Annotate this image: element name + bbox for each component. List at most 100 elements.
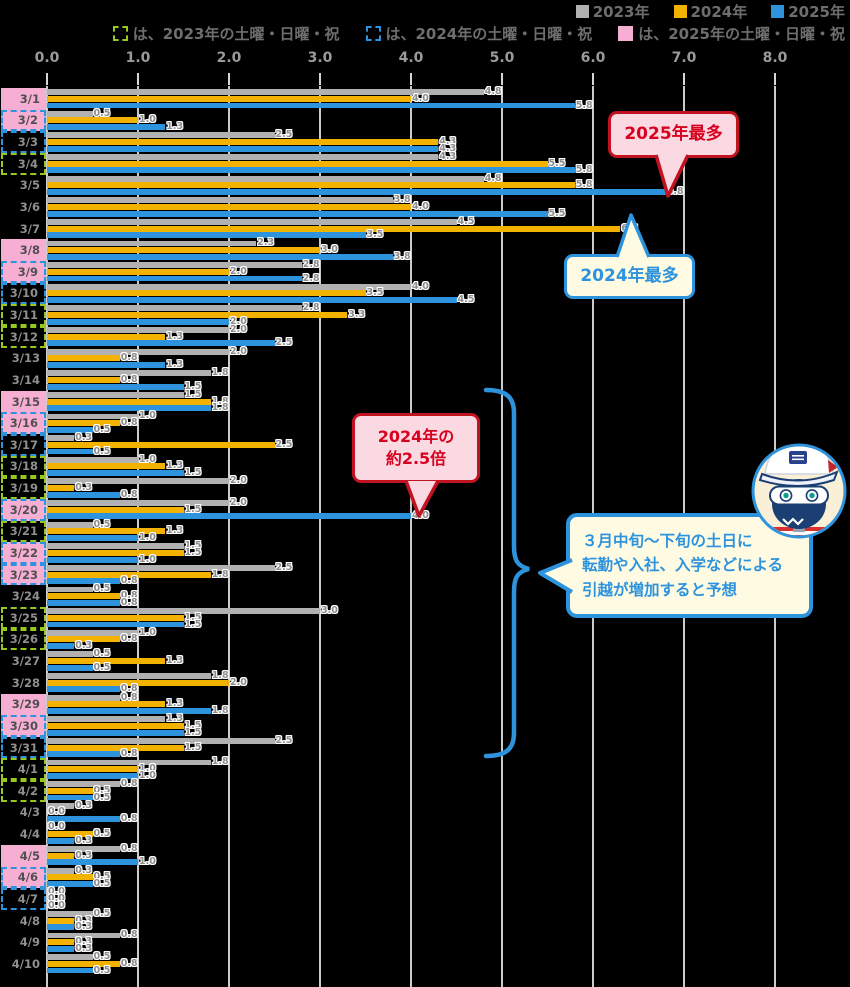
date-label: 3/31 <box>1 736 46 759</box>
bar-2025年: 6.8 <box>47 187 684 196</box>
date-label: 3/22 <box>1 542 46 564</box>
bar-2023年: 0.5 <box>47 952 110 961</box>
bar-2025年: 0.3 <box>47 922 92 931</box>
chart-row-3/12: 3/12 2.0 1.3 2.5 <box>1 325 850 348</box>
bar-group: 1.8 0.8 1.5 <box>46 368 850 391</box>
weekend-legend-label: は、2024年の土曜・日曜・祝 <box>385 25 593 43</box>
bar-2023年: 0.5 <box>47 109 110 118</box>
chart-row-3/5: 3/5 4.8 5.8 6.8 <box>1 174 850 197</box>
bar-value-label: 1.8 <box>211 756 229 768</box>
bar-group: 4.0 3.5 4.5 <box>46 282 850 305</box>
bar-value-label: 0.8 <box>120 373 138 385</box>
bar-2025年: 1.5 <box>47 620 201 629</box>
bar-group: 4.8 4.0 5.8 <box>46 87 850 110</box>
bar-2024年: 5.8 <box>47 180 593 189</box>
bar-2023年: 2.0 <box>47 347 247 356</box>
bar-value-label: 0.5 <box>93 907 111 919</box>
bar-value-label: 0.3 <box>75 864 93 876</box>
bar-value-label: 0.3 <box>75 799 93 811</box>
bar-value-label: 1.3 <box>166 460 184 472</box>
bar-value-label: 1.8 <box>211 568 229 580</box>
weekend-legend-item: は、2025年の土曜・日曜・祝 <box>618 23 845 44</box>
date-label: 3/20 <box>1 498 46 521</box>
bar-value-label: 2.8 <box>302 259 320 271</box>
date-label: 4/4 <box>19 827 40 842</box>
chart-row-3/7: 3/7 4.5 6.3 3.5 <box>1 217 850 240</box>
bar-group: 4.8 5.8 6.8 <box>46 174 850 197</box>
chart-row-4/10: 4/10 0.5 0.8 0.5 <box>1 952 850 975</box>
bar-2023年: 0.5 <box>47 909 110 918</box>
bar-value-label: 0.0 <box>48 886 65 898</box>
bar-2024年: 1.5 <box>47 613 201 622</box>
axis-tick-label: 4.0 <box>398 50 424 66</box>
chart-row-3/13: 3/13 2.0 0.8 1.3 <box>1 347 850 370</box>
bar-value-label: 0.5 <box>93 648 111 660</box>
chart-row-3/19: 3/19 2.0 0.3 0.8 <box>1 476 850 499</box>
axis-tick-label: 0.0 <box>34 50 60 66</box>
gridline <box>410 86 412 987</box>
date-label: 3/7 <box>19 221 40 236</box>
bar-rows: 3/1 4.8 4.0 5.8 3/2 0.5 1.0 1.3 3/3 2.5 4.3 4.3 3/4 4… <box>1 87 850 975</box>
bar-value-label: 0.5 <box>93 661 111 673</box>
green-dashed-box-icon <box>112 26 128 41</box>
bar-group: 1.5 1.5 1.0 <box>46 540 850 564</box>
bar-value-label: 6.3 <box>621 222 639 234</box>
bar-2024年: 0.5 <box>47 829 110 838</box>
legend-swatch-icon <box>673 5 687 18</box>
bar-group: 2.0 0.3 0.8 <box>46 476 850 499</box>
bar-value-label: 0.8 <box>120 957 138 969</box>
bar-value-label: 1.8 <box>211 705 229 717</box>
date-label: 3/19 <box>1 477 46 499</box>
chart-row-3/31: 3/31 2.5 1.5 0.8 <box>1 736 850 759</box>
date-label: 4/8 <box>19 913 40 928</box>
callout-ratio-line2: 約2.5倍 <box>385 449 447 468</box>
bar-value-label: 1.3 <box>166 525 184 537</box>
chart-row-3/16: 3/16 1.0 0.8 0.5 <box>1 412 850 434</box>
bar-value-label: 1.8 <box>211 395 229 407</box>
bar-value-label: 1.5 <box>184 726 202 738</box>
bar-value-label: 1.0 <box>139 532 156 544</box>
bar-group: 0.8 0.3 0.3 <box>46 931 850 953</box>
bar-value-label: 0.3 <box>75 834 93 846</box>
bar-group: 1.5 1.8 1.8 <box>46 390 850 413</box>
bar-2025年: 0.8 <box>47 749 138 758</box>
date-label: 3/15 <box>1 390 46 413</box>
bar-2023年: 2.5 <box>47 563 292 572</box>
bar-2025年: 0.3 <box>47 836 92 845</box>
axis-tick-label: 1.0 <box>125 50 151 66</box>
axis-tick-mark <box>46 73 48 85</box>
bar-value-label: 1.5 <box>184 540 202 552</box>
bar-value-label: 0.8 <box>120 417 138 429</box>
bar-value-label: 5.5 <box>548 207 566 219</box>
bar-2025年: 1.0 <box>47 533 156 542</box>
date-label: 3/11 <box>1 304 46 326</box>
weekend-legend-label: は、2025年の土曜・日曜・祝 <box>638 25 845 43</box>
bar-group: 0.3 0.0 0.8 <box>46 799 850 824</box>
chart-row-3/20: 3/20 2.0 1.5 4.0 <box>1 498 850 522</box>
bar-value-label: 4.0 <box>412 510 429 522</box>
date-label: 4/1 <box>1 758 46 780</box>
chart-row-3/24: 3/24 0.5 0.8 0.8 <box>1 585 850 607</box>
bar-value-label: 0.5 <box>93 878 111 890</box>
bar-2023年: 2.0 <box>47 498 247 507</box>
bar-2024年: 0.8 <box>47 591 138 600</box>
chart-row-4/3: 4/3 0.3 0.0 0.8 <box>1 799 850 824</box>
date-label: 3/14 <box>11 372 40 387</box>
axis-tick-mark <box>410 73 412 85</box>
gridline <box>137 86 139 987</box>
date-label: 3/27 <box>11 654 40 669</box>
bar-value-label: 1.5 <box>184 741 202 753</box>
bar-2023年: 2.0 <box>47 325 247 334</box>
bar-2025年: 2.0 <box>47 317 247 326</box>
bar-value-label: 0.5 <box>93 107 111 119</box>
date-label: 3/28 <box>11 675 40 690</box>
bar-2024年: 0.8 <box>47 353 138 362</box>
bar-2024年: 1.5 <box>47 548 201 557</box>
bar-2023年: 0.8 <box>47 693 138 702</box>
bar-2023年: 1.0 <box>47 628 156 637</box>
bar-value-label: 2.8 <box>302 272 320 284</box>
bar-2023年: 1.0 <box>47 412 156 421</box>
bar-2023年: 3.8 <box>47 195 411 204</box>
axis-tick-label: 3.0 <box>307 50 333 66</box>
bar-value-label: 0.8 <box>120 748 138 760</box>
